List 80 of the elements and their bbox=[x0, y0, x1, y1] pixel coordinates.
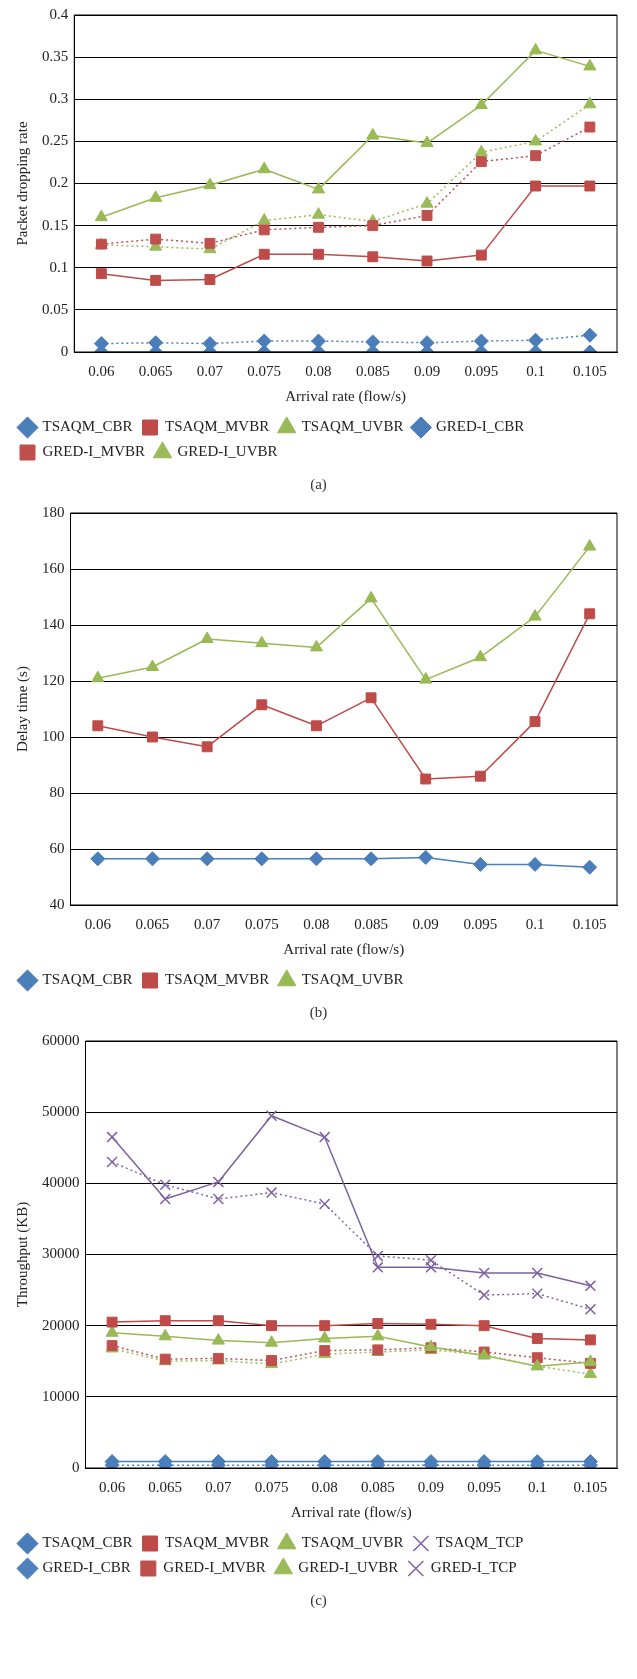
legend-label: TSAQM_UVBR bbox=[301, 971, 404, 988]
y-tick-label: 50000 bbox=[42, 1103, 80, 1120]
x-tick-label: 0.105 bbox=[572, 915, 607, 932]
y-tick-label: 120 bbox=[42, 671, 65, 688]
x-tick-label: 0.06 bbox=[98, 1478, 126, 1495]
x-tick-label: 0.095 bbox=[463, 915, 498, 932]
x-tick-label: 0.075 bbox=[244, 915, 279, 932]
y-axis-title: Delay time (s) bbox=[13, 666, 31, 752]
y-tick-label: 180 bbox=[42, 503, 65, 520]
x-tick-label: 0.08 bbox=[303, 915, 330, 932]
y-tick-label: 0 bbox=[72, 1458, 80, 1475]
x-tick-label: 0.09 bbox=[413, 362, 441, 379]
y-tick-label: 60000 bbox=[42, 1031, 80, 1048]
y-tick-label: 40000 bbox=[42, 1174, 80, 1191]
y-tick-label: 0.4 bbox=[49, 5, 69, 22]
y-tick-label: 0.35 bbox=[42, 48, 69, 65]
x-tick-label: 0.085 bbox=[360, 1478, 395, 1495]
y-tick-label: 40 bbox=[49, 895, 65, 912]
text: (b) bbox=[308, 1003, 329, 1022]
legend-label: TSAQM_CBR bbox=[42, 1534, 133, 1551]
legend-label: TSAQM_CBR bbox=[42, 418, 133, 435]
x-axis-title: Arrival rate (flow/s) bbox=[283, 940, 405, 958]
x-tick-label: 0.105 bbox=[572, 362, 607, 379]
x-tick-label: 0.08 bbox=[311, 1478, 338, 1495]
y-tick-label: 0.25 bbox=[42, 132, 69, 149]
legend-label: GRED-I_CBR bbox=[435, 418, 525, 435]
y-tick-label: 80 bbox=[49, 783, 65, 800]
x-tick-label: 0.07 bbox=[194, 915, 221, 932]
legend-label: GRED-I_CBR bbox=[42, 1559, 131, 1576]
x-tick-label: 0.105 bbox=[573, 1478, 608, 1495]
text: (a) bbox=[309, 475, 328, 494]
x-tick-label: 0.075 bbox=[254, 1478, 289, 1495]
legend-label: TSAQM_MVBR bbox=[165, 418, 270, 435]
x-tick-label: 0.08 bbox=[305, 362, 332, 379]
legend-label: TSAQM_UVBR bbox=[301, 1534, 404, 1551]
legend-label: GRED-I_MVBR bbox=[163, 1559, 266, 1576]
x-tick-label: 0.07 bbox=[196, 362, 224, 379]
x-axis-title: Arrival rate (flow/s) bbox=[285, 387, 407, 405]
x-tick-label: 0.07 bbox=[205, 1478, 232, 1495]
y-tick-label: 0.05 bbox=[42, 300, 69, 317]
y-tick-label: 0 bbox=[60, 342, 69, 359]
legend-label: TSAQM_MVBR bbox=[165, 1534, 270, 1551]
x-tick-label: 0.1 bbox=[527, 1478, 547, 1495]
y-tick-label: 60 bbox=[49, 839, 65, 856]
y-tick-label: 30000 bbox=[42, 1245, 80, 1262]
legend-label: GRED-I_TCP bbox=[430, 1559, 517, 1576]
x-tick-label: 0.06 bbox=[84, 915, 112, 932]
legend-label: TSAQM_CBR bbox=[42, 971, 133, 988]
text: (c) bbox=[309, 1591, 328, 1610]
x-tick-label: 0.065 bbox=[138, 362, 173, 379]
x-tick-label: 0.06 bbox=[88, 362, 116, 379]
legend-label: GRED-I_UVBR bbox=[177, 443, 278, 460]
y-tick-label: 140 bbox=[42, 615, 65, 632]
y-tick-label: 10000 bbox=[42, 1387, 80, 1404]
y-tick-label: 20000 bbox=[42, 1316, 80, 1333]
y-axis-title: Packet dropping rate bbox=[13, 121, 30, 246]
x-tick-label: 0.1 bbox=[525, 915, 545, 932]
x-tick-label: 0.1 bbox=[526, 362, 545, 379]
x-tick-label: 0.075 bbox=[247, 362, 282, 379]
x-tick-label: 0.065 bbox=[135, 915, 170, 932]
x-tick-label: 0.09 bbox=[412, 915, 439, 932]
y-tick-label: 0.3 bbox=[49, 90, 69, 107]
legend-label: GRED-I_UVBR bbox=[298, 1559, 399, 1576]
legend-label: GRED-I_MVBR bbox=[42, 443, 146, 460]
x-axis-title: Arrival rate (flow/s) bbox=[290, 1503, 412, 1521]
y-tick-label: 0.2 bbox=[49, 174, 69, 191]
x-tick-label: 0.09 bbox=[417, 1478, 445, 1495]
x-tick-label: 0.095 bbox=[464, 362, 499, 379]
y-tick-label: 100 bbox=[42, 727, 65, 744]
legend-label: TSAQM_UVBR bbox=[301, 418, 404, 435]
legend-label: TSAQM_TCP bbox=[435, 1534, 524, 1551]
y-tick-label: 0.15 bbox=[42, 216, 69, 233]
x-tick-label: 0.085 bbox=[355, 362, 390, 379]
x-tick-label: 0.085 bbox=[354, 915, 388, 932]
y-axis-title: Throughput (KB) bbox=[13, 1201, 31, 1308]
y-tick-label: 0.1 bbox=[49, 258, 69, 275]
legend-label: TSAQM_MVBR bbox=[165, 971, 270, 988]
y-tick-label: 160 bbox=[42, 559, 65, 576]
x-tick-label: 0.065 bbox=[148, 1478, 183, 1495]
x-tick-label: 0.095 bbox=[467, 1478, 501, 1495]
